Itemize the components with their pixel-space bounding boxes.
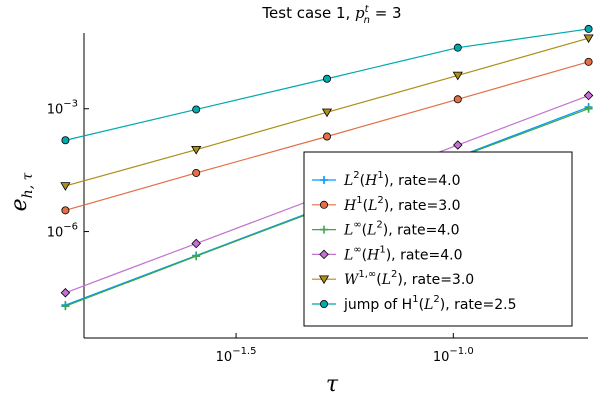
series-5-point-1 (192, 105, 201, 114)
legend-marker-4 (318, 275, 330, 285)
series-2-point-1 (192, 252, 201, 261)
legend: L2(H1), rate=4.0 H1(L2), rate=3.0 L∞(L2), … (303, 151, 573, 327)
legend-entry-5: jump of H1(L2), rate=2.5 (343, 294, 517, 313)
legend-entry-1: H1(L2), rate=3.0 (343, 195, 461, 214)
series-4-point-4 (583, 34, 594, 44)
series-1-point-1 (192, 168, 201, 177)
series-5-point-4 (584, 24, 593, 33)
series-1-point-0 (61, 206, 70, 215)
plot-frame (83, 33, 588, 339)
series-3-point-4 (583, 90, 594, 101)
series-4-point-3 (452, 71, 463, 81)
x-tick-label-0: 10−1.5 (216, 346, 257, 365)
x-axis-label: τ (326, 372, 339, 397)
series-4 (60, 34, 594, 191)
x-tick-label-1: 10−1.0 (433, 346, 474, 365)
legend-marker-3 (319, 249, 329, 260)
y-axis-label: eh, τ (7, 172, 36, 211)
legend-entry-4: W1,∞(L2), rate=3.0 (344, 269, 474, 288)
series-2-point-4 (584, 104, 593, 113)
series-5-point-2 (322, 74, 331, 83)
series-1 (61, 57, 593, 215)
legend-entry-2: L∞(L2), rate=4.0 (343, 220, 460, 239)
series-1-point-4 (584, 57, 593, 66)
series-3-point-3 (453, 140, 463, 150)
legend-marker-1 (319, 200, 328, 209)
series-1-point-3 (453, 95, 462, 104)
legend-box (303, 151, 573, 327)
series-3-point-0 (60, 287, 71, 298)
chart-title: Test case 1, pt n = 3 (261, 4, 401, 26)
y-tick-label-1: 10−6 (47, 222, 78, 241)
series-4-point-0 (60, 182, 71, 191)
y-tick-label-0: 10−3 (47, 99, 78, 118)
series-5-point-0 (61, 136, 70, 145)
legend-marker-2 (320, 225, 328, 234)
legend-marker-0 (320, 176, 328, 184)
legend-entry-0: L2(H1), rate=4.0 (343, 170, 461, 189)
series-4-point-1 (191, 145, 202, 155)
series-5 (61, 24, 593, 145)
series-5-point-3 (453, 43, 462, 52)
legend-marker-5 (319, 299, 328, 308)
legend-entry-3: L∞(H1), rate=4.0 (343, 244, 463, 263)
series-1-point-2 (322, 132, 331, 141)
series-2-point-0 (61, 302, 70, 311)
axis-labels: Test case 1, pt n = 3 τ eh, τ (7, 4, 402, 397)
axis-ticks: 10−1.5 10−1.0 10−3 10−6 (47, 99, 474, 365)
series-4-point-2 (321, 108, 333, 118)
series-3-point-1 (191, 238, 201, 249)
